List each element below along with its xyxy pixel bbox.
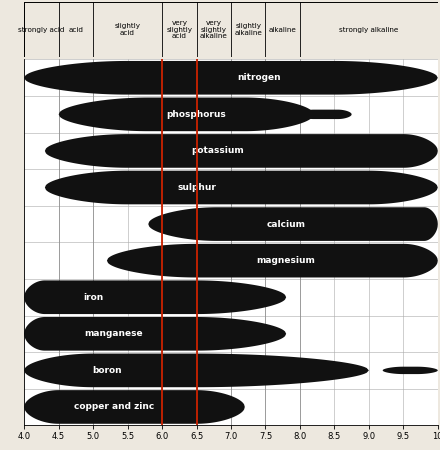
Polygon shape: [59, 98, 314, 131]
Polygon shape: [300, 110, 352, 119]
Polygon shape: [24, 317, 286, 351]
Text: calcium: calcium: [267, 220, 306, 229]
Text: alkaline: alkaline: [269, 27, 297, 33]
Text: magnesium: magnesium: [257, 256, 315, 265]
Text: manganese: manganese: [84, 329, 143, 338]
Polygon shape: [383, 367, 438, 374]
Text: very
slightly
alkaline: very slightly alkaline: [200, 20, 228, 39]
Polygon shape: [24, 280, 286, 314]
Text: potassium: potassium: [191, 146, 244, 155]
Polygon shape: [45, 171, 438, 204]
Polygon shape: [148, 207, 438, 241]
Text: strongly acid: strongly acid: [18, 27, 65, 33]
Text: very
slightly
acid: very slightly acid: [166, 20, 192, 39]
Polygon shape: [45, 134, 438, 168]
Text: slightly
alkaline: slightly alkaline: [234, 23, 262, 36]
Text: boron: boron: [92, 366, 122, 375]
Polygon shape: [24, 354, 369, 387]
Text: strongly alkaline: strongly alkaline: [339, 27, 399, 33]
Text: nitrogen: nitrogen: [237, 73, 280, 82]
Text: copper and zinc: copper and zinc: [73, 402, 154, 411]
Text: sulphur: sulphur: [177, 183, 216, 192]
Text: iron: iron: [83, 293, 103, 302]
Text: phosphorus: phosphorus: [167, 110, 227, 119]
Polygon shape: [24, 390, 245, 424]
Text: slightly
acid: slightly acid: [114, 23, 141, 36]
Polygon shape: [24, 61, 438, 94]
Text: acid: acid: [68, 27, 84, 33]
Polygon shape: [107, 244, 438, 278]
